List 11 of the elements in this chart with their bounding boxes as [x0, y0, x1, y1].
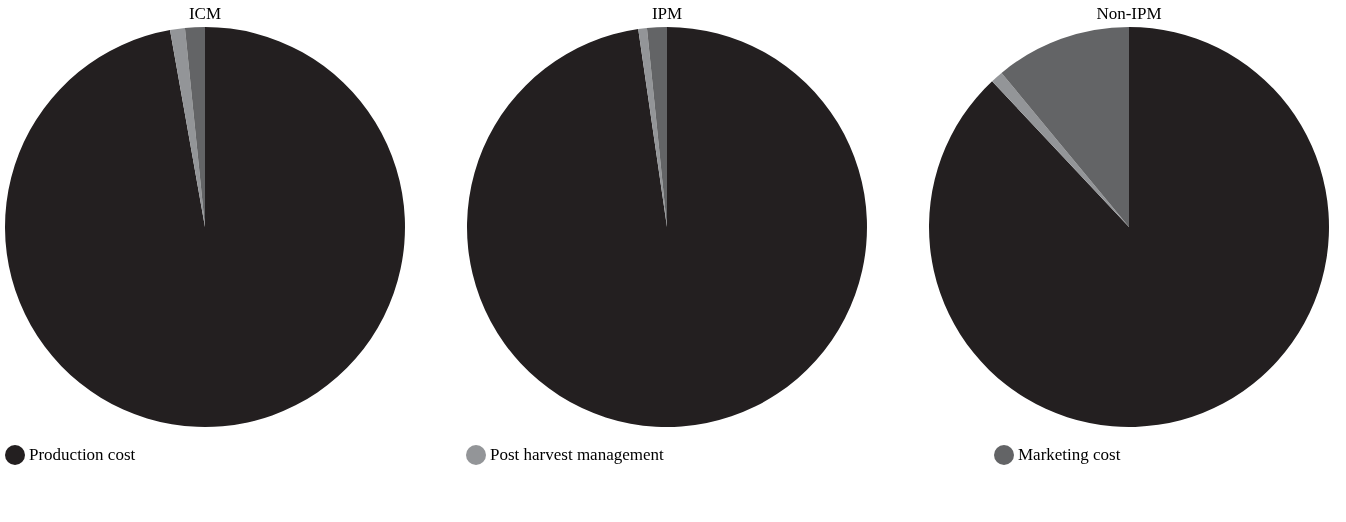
- chart-title: ICM: [188, 4, 222, 23]
- chart-title: IPM: [651, 4, 683, 23]
- pie-slice: [5, 27, 405, 427]
- pie-slice: [1001, 27, 1129, 227]
- legend-label: Post harvest management: [490, 445, 665, 464]
- chart-title: Non-IPM: [1096, 4, 1162, 23]
- pie-slice: [170, 28, 205, 227]
- pie-slice: [467, 27, 867, 427]
- legend-label: Production cost: [29, 445, 136, 464]
- pie-slice: [929, 27, 1329, 427]
- legend-label: Marketing cost: [1018, 445, 1121, 464]
